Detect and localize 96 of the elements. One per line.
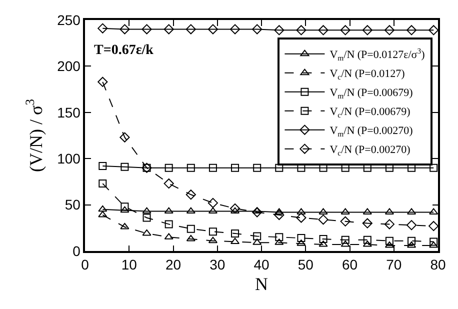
point bbox=[186, 224, 195, 233]
legend-label: V$_{m}$/N (P=0.00270) bbox=[330, 125, 414, 138]
x-tick-label: 20 bbox=[165, 256, 182, 273]
point bbox=[186, 207, 196, 214]
point bbox=[252, 207, 262, 214]
point bbox=[208, 198, 218, 208]
point bbox=[319, 234, 328, 243]
point bbox=[296, 25, 306, 36]
point bbox=[231, 229, 240, 238]
point bbox=[142, 229, 152, 236]
point bbox=[98, 162, 107, 170]
point bbox=[253, 164, 262, 172]
point bbox=[318, 214, 328, 225]
point bbox=[186, 234, 196, 242]
y-tick-label: 0 bbox=[72, 242, 81, 259]
point bbox=[429, 208, 438, 214]
point bbox=[274, 25, 284, 36]
point bbox=[208, 164, 217, 172]
point bbox=[120, 132, 130, 142]
point bbox=[362, 218, 372, 228]
x-tick-label: 40 bbox=[254, 256, 270, 273]
point bbox=[384, 241, 394, 248]
point bbox=[120, 24, 130, 34]
x-tick-label: 10 bbox=[121, 256, 138, 273]
point bbox=[406, 25, 417, 36]
x-tick-label: 70 bbox=[386, 256, 402, 273]
point bbox=[384, 25, 395, 36]
x-axis-title: N bbox=[255, 274, 268, 294]
point bbox=[164, 207, 174, 214]
point bbox=[230, 238, 240, 244]
point bbox=[428, 221, 438, 232]
point bbox=[253, 232, 262, 240]
point bbox=[408, 236, 416, 245]
point bbox=[164, 220, 173, 228]
point bbox=[430, 238, 438, 246]
point bbox=[363, 236, 372, 244]
point bbox=[98, 76, 108, 87]
point bbox=[98, 180, 107, 188]
point bbox=[142, 207, 152, 214]
point bbox=[429, 241, 438, 248]
point bbox=[230, 207, 240, 214]
y-tick-label: 150 bbox=[57, 104, 81, 120]
point bbox=[142, 24, 152, 34]
y-tick-label: 200 bbox=[57, 58, 81, 74]
point bbox=[186, 164, 195, 172]
point bbox=[341, 236, 350, 244]
point bbox=[275, 164, 284, 172]
point bbox=[208, 24, 218, 34]
point bbox=[98, 23, 108, 34]
x-tick-label: 50 bbox=[298, 256, 314, 273]
point bbox=[297, 234, 306, 242]
point bbox=[98, 205, 108, 212]
point bbox=[384, 219, 395, 230]
legend-label: V$_{m}$/N (P=0.0127ε/σ$^{3}$) bbox=[330, 46, 426, 62]
point bbox=[252, 24, 262, 34]
point bbox=[164, 24, 174, 34]
point bbox=[430, 164, 438, 172]
point bbox=[208, 236, 218, 244]
point bbox=[274, 210, 284, 220]
point bbox=[120, 162, 129, 171]
point bbox=[164, 164, 173, 172]
point bbox=[406, 220, 417, 230]
legend-label: V$_{m}$/N (P=0.00679) bbox=[330, 87, 414, 100]
point bbox=[252, 207, 262, 218]
point bbox=[164, 178, 174, 189]
point bbox=[98, 210, 108, 218]
point bbox=[120, 222, 130, 230]
point bbox=[231, 164, 240, 172]
legend-label: V$_{c}$/N (P=0.00679) bbox=[330, 106, 411, 120]
point bbox=[340, 25, 350, 36]
point bbox=[230, 24, 240, 34]
point bbox=[120, 206, 130, 213]
point bbox=[230, 203, 240, 214]
point bbox=[428, 25, 438, 36]
legend-label: V$_{c}$/N (P=0.00270) bbox=[330, 144, 411, 158]
point bbox=[208, 207, 218, 214]
point bbox=[406, 241, 416, 248]
y-tick-label: 250 bbox=[57, 12, 81, 28]
annotation: T=0.67ε/k bbox=[94, 43, 154, 58]
x-tick-label: 80 bbox=[430, 256, 446, 273]
point bbox=[362, 25, 372, 36]
x-tick-label: 60 bbox=[342, 256, 358, 273]
point bbox=[318, 25, 328, 36]
point bbox=[340, 216, 350, 226]
legend-label: V$_{c}$/N (P=0.0127) bbox=[330, 68, 406, 82]
point bbox=[208, 228, 217, 236]
point bbox=[275, 233, 284, 242]
point bbox=[120, 202, 129, 211]
y-tick-label: 100 bbox=[57, 150, 81, 166]
point bbox=[296, 212, 306, 223]
point bbox=[142, 214, 151, 222]
point bbox=[385, 236, 394, 245]
y-tick-label: 50 bbox=[64, 196, 81, 213]
point bbox=[186, 24, 196, 34]
x-tick-label: 30 bbox=[210, 256, 226, 273]
point bbox=[186, 190, 196, 200]
